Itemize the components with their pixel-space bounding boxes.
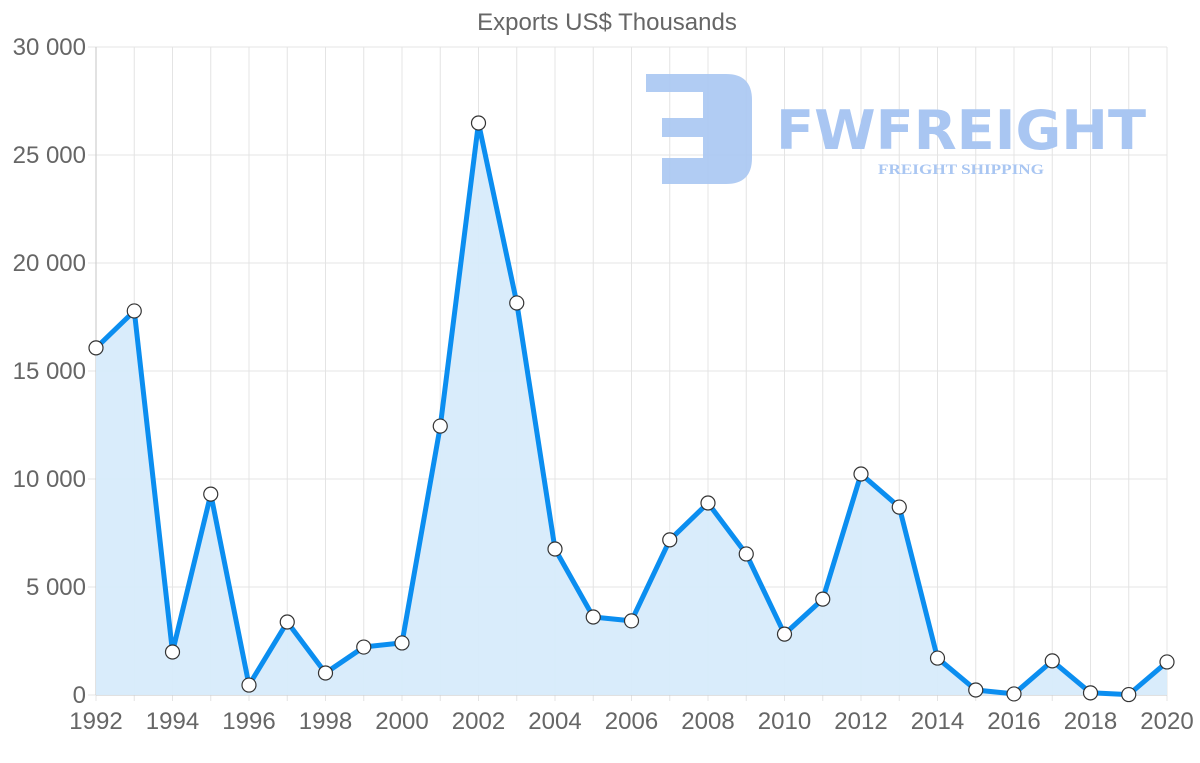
data-point[interactable]: 2011: 4440 [815, 591, 831, 607]
data-point[interactable]: 1995: 9300 [203, 486, 219, 502]
x-tick-label: 2006 [605, 708, 658, 735]
data-point[interactable]: 2009: 6530 [738, 546, 754, 562]
data-point[interactable]: 2002: 26480 [470, 115, 487, 131]
data-point[interactable]: 2018: 100 [1082, 685, 1099, 701]
x-tick-label: 2020 [1140, 708, 1193, 735]
x-tick-label: 1996 [222, 708, 275, 735]
x-tick-label: 2014 [911, 708, 964, 735]
data-point[interactable]: 1996: 460 [241, 677, 257, 693]
fwfreight-watermark: FWFREIGHT FREIGHT SHIPPING [646, 74, 1146, 184]
data-point[interactable]: 2013: 8700 [891, 499, 907, 515]
chart-title: Exports US$ Thousands [477, 9, 737, 36]
data-point[interactable]: 1999: 2220 [356, 639, 372, 655]
watermark-brand: FWFREIGHT [776, 99, 1146, 162]
data-point[interactable]: 1993: 17780 [126, 303, 142, 319]
data-point[interactable]: 2014: 1710 [929, 650, 946, 666]
data-point[interactable]: 2019: 20 [1121, 686, 1137, 703]
area-fill [96, 123, 1167, 695]
data-point[interactable]: 1992: 16070 [88, 340, 104, 356]
y-tick-label: 10 000 [13, 466, 86, 493]
data-point[interactable]: 2015: 230 [968, 682, 984, 698]
data-point[interactable]: 2012: 10230 [853, 466, 869, 482]
x-tick-label: 2002 [452, 708, 505, 735]
data-point[interactable]: 2016: 50 [1006, 686, 1022, 702]
data-points: 1992: 16070 1993: 17780 1994: 1990 1995: 93… [88, 115, 1175, 703]
y-tick-label: 0 [73, 682, 86, 709]
data-point[interactable]: 2020: 1530 [1159, 654, 1175, 670]
x-tick-label: 2008 [681, 708, 734, 735]
data-point[interactable]: 1997: 3380 [279, 614, 295, 630]
data-point[interactable]: 1994: 1990 [164, 644, 181, 660]
data-point[interactable]: 2003: 18150 [509, 295, 525, 311]
x-axis-ticks: 1992 1994 1996 1998 2000 2002 2004 2006 2008 2010… [69, 708, 1193, 735]
y-tick-label: 5 000 [26, 574, 86, 601]
x-tick-label: 1994 [146, 708, 199, 735]
data-point[interactable]: 2005: 3610 [585, 609, 601, 625]
x-tick-label: 2000 [375, 708, 428, 735]
x-tick-label: 2018 [1064, 708, 1117, 735]
data-point[interactable]: 2000: 2410 [394, 635, 410, 651]
x-tick-label: 2016 [987, 708, 1040, 735]
y-tick-label: 15 000 [13, 358, 86, 385]
y-axis-ticks: 0 5 000 10 000 15 000 20 000 25 000 30 000 [13, 34, 86, 709]
y-tick-label: 30 000 [13, 34, 86, 61]
y-tick-label: 25 000 [13, 142, 86, 169]
data-point[interactable]: 2008: 8890 [700, 495, 716, 511]
y-tick-label: 20 000 [13, 250, 86, 277]
data-point[interactable]: 2006: 3430 [623, 613, 640, 629]
data-point[interactable]: 2010: 2820 [776, 626, 793, 642]
data-point[interactable]: 2004: 6760 [547, 541, 563, 557]
x-tick-label: 1992 [69, 708, 122, 735]
x-tick-label: 2010 [758, 708, 811, 735]
x-tick-label: 2004 [528, 708, 581, 735]
data-point[interactable]: 2017: 1580 [1044, 653, 1060, 669]
data-point[interactable]: 2007: 7180 [662, 532, 678, 548]
data-point[interactable]: 2001: 12450 [432, 418, 448, 434]
fwfreight-logo-icon [646, 74, 752, 184]
x-tick-label: 2012 [834, 708, 887, 735]
watermark-tagline: FREIGHT SHIPPING [878, 162, 1044, 178]
x-tick-label: 1998 [299, 708, 352, 735]
